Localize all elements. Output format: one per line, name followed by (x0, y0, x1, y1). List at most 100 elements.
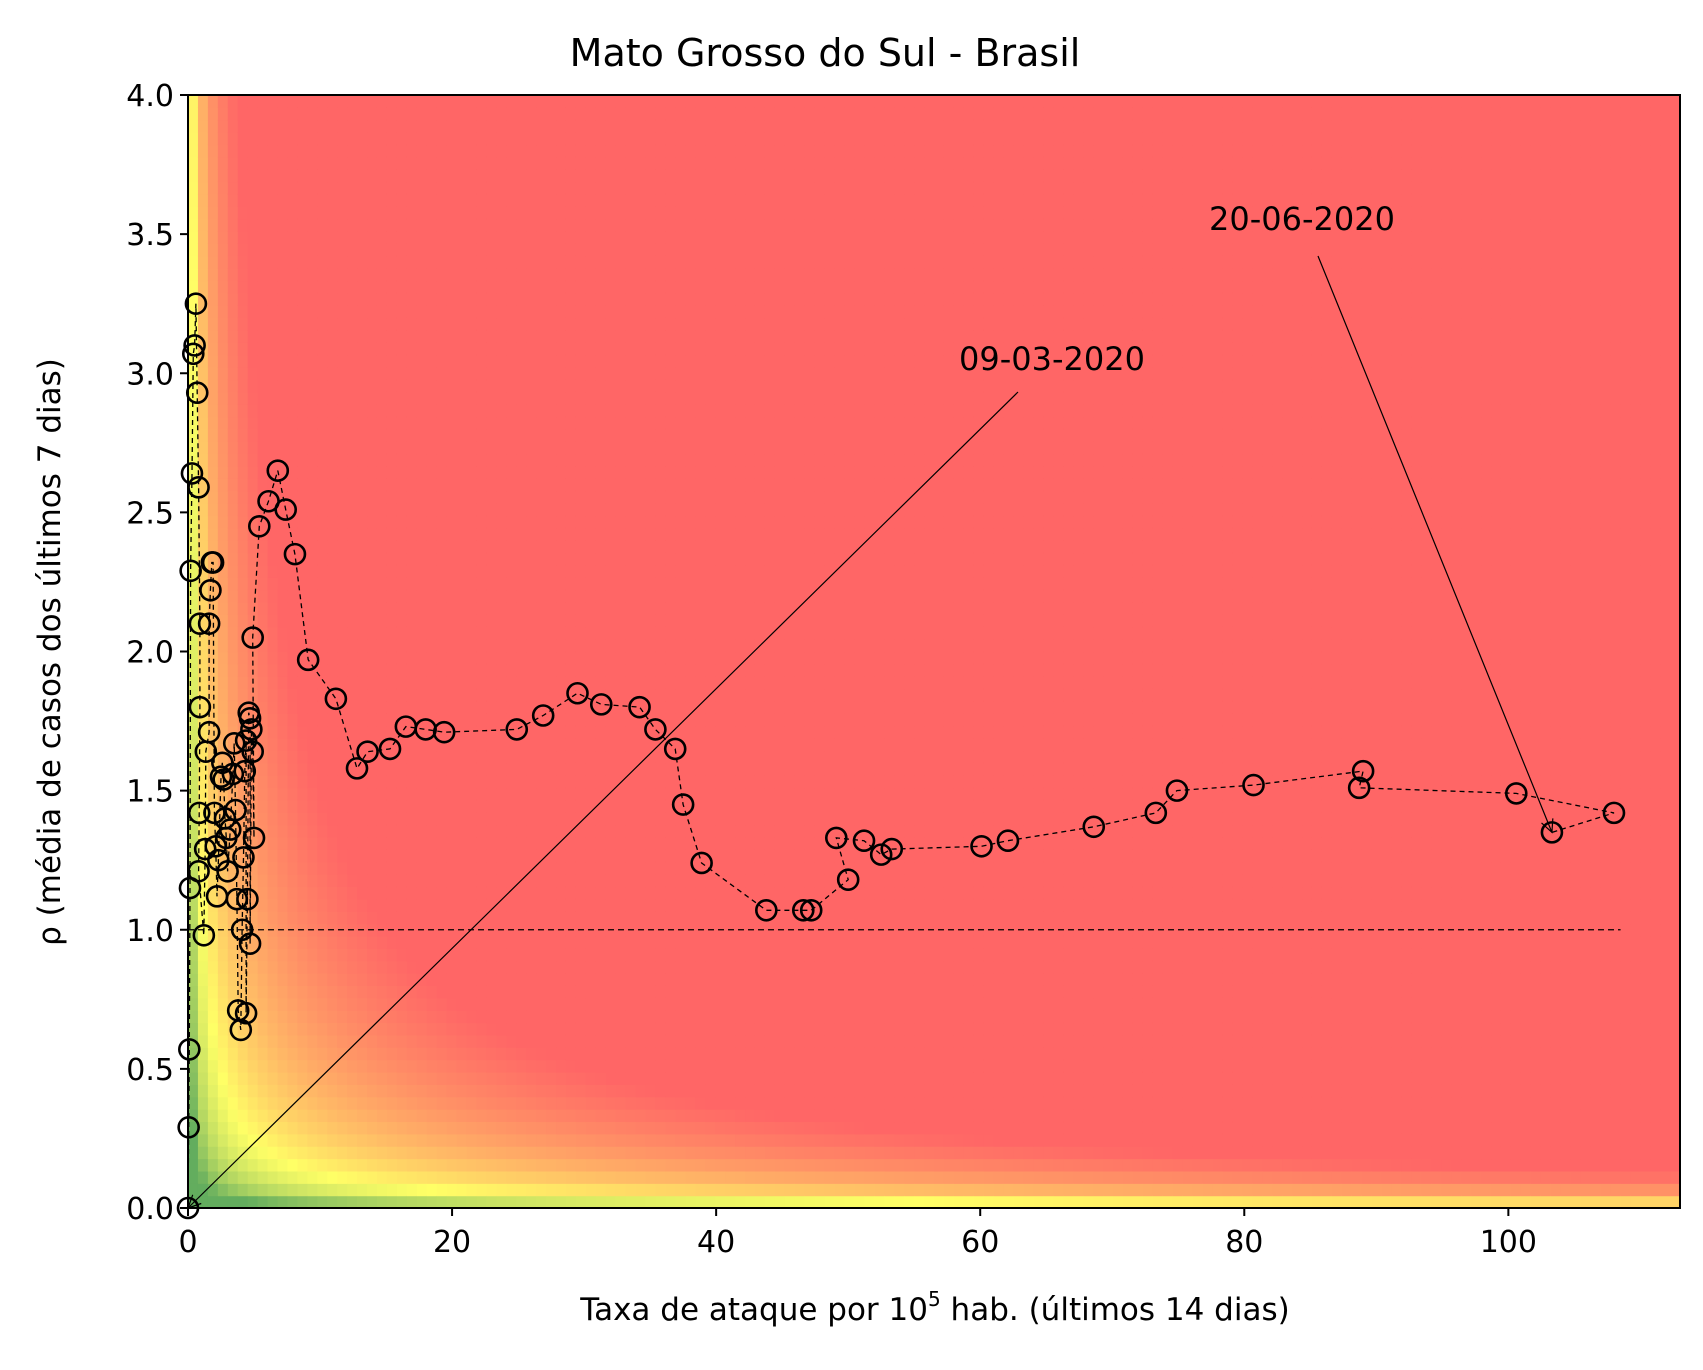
y-tick-label: 4.0 (126, 79, 174, 114)
data-point (192, 924, 216, 947)
data-point (852, 829, 876, 853)
data-point (378, 737, 402, 761)
data-point (836, 868, 860, 891)
data-point (216, 860, 239, 883)
data-point (644, 718, 667, 741)
data-point (283, 542, 307, 566)
data-point (671, 793, 695, 816)
annotation-arrow (187, 391, 1019, 1209)
data-point (566, 681, 589, 705)
data-point (345, 757, 369, 780)
data-point (1540, 821, 1564, 844)
data-point (238, 706, 262, 730)
y-axis-ticks: 0.0 0.5 1.0 1.5 2.0 2.5 3.0 3.5 4.0 (126, 79, 188, 1227)
y-tick-label: 0.5 (126, 1053, 174, 1088)
data-point (225, 887, 249, 911)
data-point (233, 759, 257, 783)
x-axis-label-suffix: hab. (últimos 14 dias) (941, 1292, 1290, 1328)
data-point (232, 846, 255, 869)
data-point (1144, 801, 1168, 825)
data-point (241, 740, 264, 763)
data-point (238, 932, 262, 955)
y-axis-label: ρ (média de casos dos últimos 7 dias) (32, 358, 68, 946)
data-point (531, 704, 555, 727)
annotation-texts: 09-03-2020 20-06-2020 (959, 200, 1395, 378)
data-point (247, 514, 271, 538)
data-point (242, 826, 266, 850)
data-point (187, 801, 211, 825)
data-point (799, 898, 823, 922)
data-point (1082, 815, 1106, 839)
data-point (996, 829, 1020, 853)
data-point (1165, 779, 1189, 802)
x-axis-label-prefix: Taxa de ataque por 10 (579, 1292, 928, 1328)
y-tick-label: 2.0 (126, 636, 174, 671)
data-point (791, 898, 815, 922)
data-point (432, 720, 456, 744)
data-point (589, 693, 613, 716)
data-point (197, 612, 221, 635)
data-point (324, 687, 348, 711)
annotation-label: 09-03-2020 (959, 340, 1145, 378)
x-tick-label: 100 (1480, 1225, 1537, 1260)
data-point (178, 1038, 201, 1061)
data-point (1347, 776, 1371, 800)
y-tick-label: 3.0 (126, 357, 174, 392)
data-point (203, 801, 226, 825)
annotation-label: 20-06-2020 (1209, 200, 1395, 238)
data-point (188, 612, 212, 635)
data-point (193, 837, 217, 861)
y-tick-label: 0.0 (126, 1192, 174, 1227)
y-tick-label: 1.0 (126, 914, 174, 949)
y-tick-label: 3.5 (126, 218, 174, 253)
data-point (221, 762, 245, 786)
data-point (240, 718, 263, 741)
data-point (234, 1001, 258, 1025)
data-point (1242, 773, 1265, 797)
data-point (663, 737, 687, 761)
data-point (296, 648, 320, 672)
data-point (180, 462, 204, 485)
data-point (880, 837, 904, 861)
data-point (824, 826, 848, 850)
data-point (197, 720, 221, 744)
x-axis-label: Taxa de ataque por 105 hab. (últimos 14 … (579, 1287, 1289, 1328)
data-point (183, 334, 206, 357)
data-point (1351, 759, 1375, 783)
data-point (184, 292, 208, 315)
annotation-arrow (1317, 255, 1553, 833)
x-tick-label: 0 (178, 1225, 197, 1260)
data-point (869, 843, 893, 866)
risk-heatmap (188, 95, 1680, 1208)
data-point (236, 887, 259, 911)
data-point (224, 798, 247, 822)
data-point (356, 740, 379, 763)
chart-title: Mato Grosso do Sul - Brasil (570, 31, 1081, 75)
data-point (222, 732, 246, 755)
data-point (229, 1018, 253, 1042)
x-axis-label-sup: 5 (928, 1287, 941, 1311)
x-tick-label: 20 (433, 1225, 471, 1260)
data-point (181, 342, 205, 366)
data-point (505, 718, 529, 741)
data-point (201, 551, 225, 574)
data-points (176, 292, 1626, 1220)
x-tick-label: 40 (697, 1225, 735, 1260)
x-axis-ticks: 0 20 40 60 80 100 (178, 1208, 1537, 1260)
data-point (1504, 782, 1528, 805)
x-tick-label: 60 (961, 1225, 999, 1260)
data-point (199, 578, 222, 602)
data-point (188, 695, 212, 719)
data-point (209, 765, 233, 789)
series-path (188, 303, 1615, 1208)
y-tick-label: 2.5 (126, 496, 174, 531)
data-point (274, 498, 298, 521)
x-tick-label: 80 (1225, 1225, 1263, 1260)
data-point (1602, 801, 1626, 825)
data-point (755, 898, 778, 922)
series-line (188, 303, 1615, 1208)
data-point (970, 834, 993, 858)
data-point (628, 695, 651, 719)
data-point (266, 459, 290, 482)
